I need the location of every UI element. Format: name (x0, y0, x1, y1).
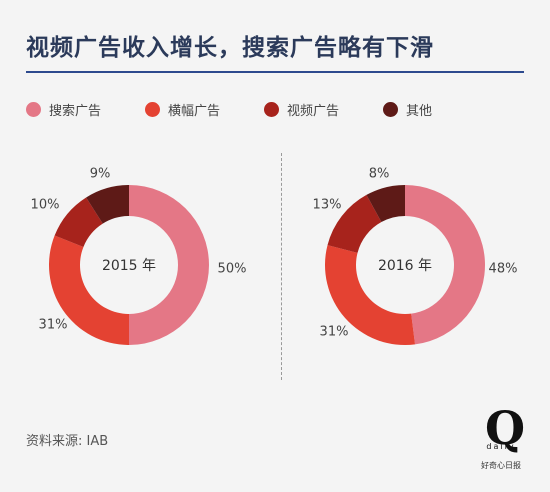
donut-1-slice-video (54, 197, 103, 247)
legend-swatch-other (383, 101, 399, 117)
legend-swatch-video (264, 101, 280, 117)
donut-2-label-video: 13% (313, 198, 342, 213)
legend-item-other: 其他 (383, 100, 432, 119)
donut-1-label-search: 50% (218, 262, 247, 277)
donut-2-slice-other (366, 185, 405, 223)
donut-2-label-other: 8% (369, 167, 390, 182)
qdaily-logo: Q daily 好奇心日报 (468, 405, 534, 482)
donut-charts: 50% 31% 10% 9% 2015 年 48% 31% 13% 8% 2016 年 (31, 167, 518, 345)
legend-label-search: 搜索广告 (49, 103, 102, 119)
legend-swatch-banner (145, 101, 161, 117)
donut-1-slice-search (129, 185, 209, 345)
logo-wordmark: daily (486, 442, 516, 451)
source-note: 资料来源: IAB (26, 434, 109, 449)
donut-1-slice-other (86, 185, 129, 224)
donut-1-label-banner: 31% (39, 318, 68, 333)
donut-2-slice-banner (325, 245, 416, 345)
legend-label-video: 视频广告 (287, 103, 340, 119)
donut-1-label-other: 9% (90, 167, 111, 182)
title-rule (26, 71, 524, 73)
donut-1-slice-banner (48, 235, 129, 345)
page-title: 视频广告收入增长，搜索广告略有下滑 (26, 35, 434, 61)
legend: 搜索广告 横幅广告 视频广告 其他 (26, 99, 476, 119)
legend-label-other: 其他 (406, 103, 433, 119)
legend-item-video: 视频广告 (264, 100, 339, 119)
donut-2-slice-search (405, 185, 485, 345)
donut-2-slice-video (327, 194, 382, 253)
donut-1-label-video: 10% (31, 198, 60, 213)
donut-2-label-banner: 31% (320, 325, 349, 340)
donut-2-label-search: 48% (489, 262, 518, 277)
legend-label-banner: 横幅广告 (168, 103, 221, 119)
legend-swatch-search (26, 101, 41, 117)
legend-item-search: 搜索广告 (26, 100, 101, 119)
legend-item-banner: 横幅广告 (145, 100, 220, 119)
donut-2-center-label: 2016 年 (378, 258, 432, 274)
donut-1-center-label: 2015 年 (102, 258, 156, 274)
chart-divider (281, 153, 282, 380)
logo-subtitle: 好奇心日报 (481, 461, 521, 470)
